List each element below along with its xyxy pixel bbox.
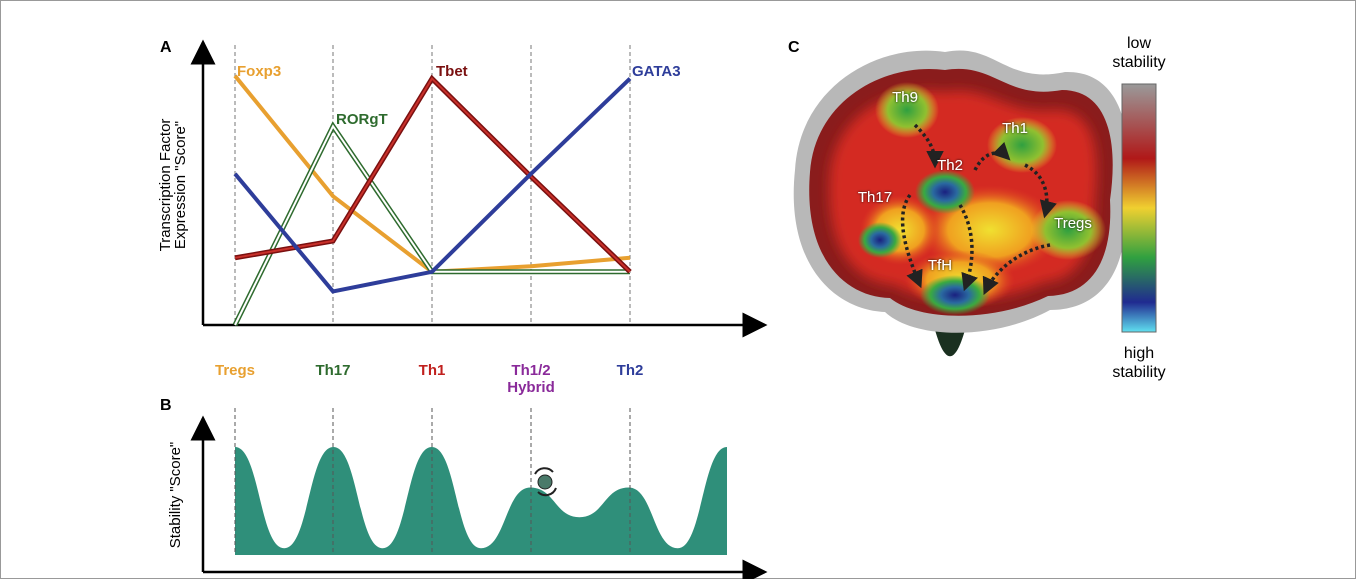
ball	[538, 475, 552, 489]
colorbar-bottom-label: stability	[1112, 364, 1165, 381]
landscape	[794, 50, 1129, 356]
colorbar-top-label: low	[1127, 35, 1151, 52]
x-tick-label: Th2	[617, 362, 644, 379]
state-label: Th1	[1002, 120, 1028, 137]
series-label: Foxp3	[237, 63, 281, 80]
x-tick-label: Tregs	[215, 362, 255, 379]
colorbar-bottom-label: high	[1124, 345, 1154, 362]
panel-label: A	[160, 39, 172, 56]
x-tick-label-line: Hybrid	[507, 379, 555, 396]
state-label: Th17	[858, 189, 892, 206]
colorbar-top-label: stability	[1112, 54, 1165, 71]
x-tick-label: Th17	[315, 362, 350, 379]
state-label: TfH	[928, 257, 952, 274]
x-tick-label-line: Th1/2	[511, 362, 550, 379]
series-label: GATA3	[632, 63, 681, 80]
series-label: RORgT	[336, 111, 388, 128]
panel-label: B	[160, 397, 172, 414]
y-axis-label: Transcription FactorExpression "Score"	[157, 119, 189, 252]
figure-canvas: A Transcription FactorExpression "Score" T…	[0, 0, 1356, 579]
figure: A Transcription FactorExpression "Score" T…	[0, 0, 1356, 579]
x-tick-label: Th1	[419, 362, 446, 379]
state-label: Th9	[892, 89, 918, 106]
state-label: Th2	[937, 157, 963, 174]
series-label: Tbet	[436, 63, 468, 80]
stability-area	[235, 447, 727, 555]
y-axis-label: Stability "Score"	[167, 442, 184, 549]
panel-label: C	[788, 39, 800, 56]
state-label: Tregs	[1054, 215, 1092, 232]
colorbar	[1122, 84, 1156, 332]
series-line-inner	[235, 126, 630, 325]
y-axis-label-line: Expression "Score"	[172, 121, 189, 249]
series-line	[235, 126, 630, 325]
